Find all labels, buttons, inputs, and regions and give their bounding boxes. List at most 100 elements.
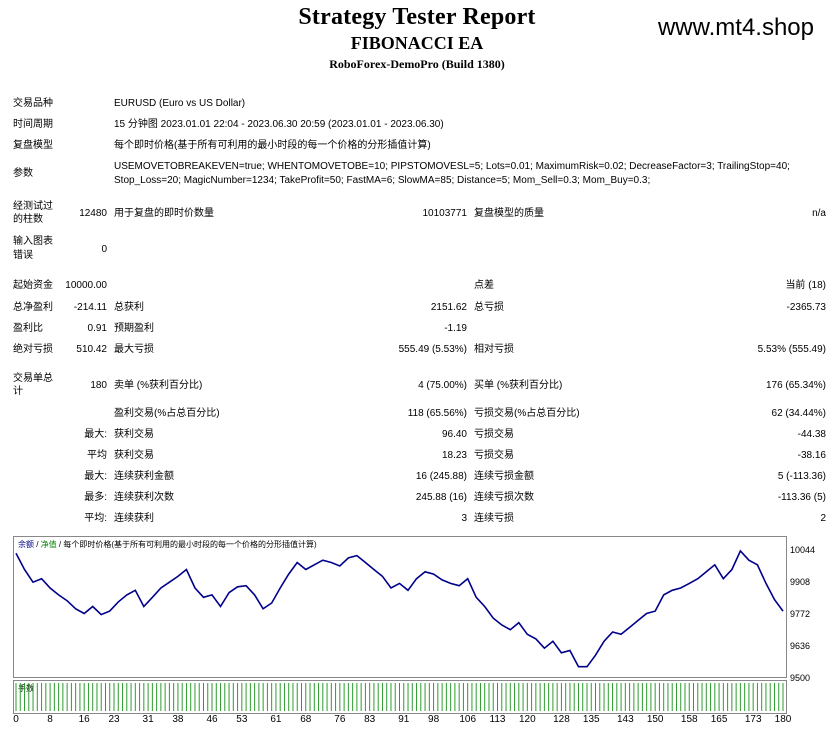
x-tick-label: 16 xyxy=(78,714,90,725)
x-tick-label: 158 xyxy=(680,714,698,725)
y-tick-label: 9772 xyxy=(790,609,811,619)
y-tick-label: 9636 xyxy=(790,641,811,651)
errors-label-1: 输入图表 xyxy=(13,236,53,247)
gross-profit-value: 2151.62 xyxy=(430,302,467,313)
ea-name: FIBONACCI EA xyxy=(350,33,484,53)
largest-profit-label: 获利交易 xyxy=(114,429,154,440)
errors-label-2: 错误 xyxy=(13,250,33,261)
volume-chart xyxy=(15,683,784,711)
ticks-label: 用于复盘的即时价数量 xyxy=(114,208,214,219)
x-tick-label: 38 xyxy=(172,714,184,725)
x-tick-label: 143 xyxy=(616,714,634,725)
params-label: 参数 xyxy=(13,168,33,179)
x-tick-label: 23 xyxy=(108,714,120,725)
x-tick-label: 98 xyxy=(428,714,440,725)
bars-value: 12480 xyxy=(79,208,107,219)
x-tick-label: 31 xyxy=(142,714,154,725)
x-tick-label: 91 xyxy=(398,714,410,725)
largest-loss-label: 亏损交易 xyxy=(474,429,514,440)
expected-payoff-value: -1.19 xyxy=(444,323,467,334)
spread-label: 点差 xyxy=(474,280,494,291)
total-trades-label-1: 交易单总 xyxy=(13,373,53,384)
x-tick-label: 61 xyxy=(270,714,282,725)
gross-loss-value: -2365.73 xyxy=(786,302,826,313)
x-tick-label: 76 xyxy=(334,714,346,725)
ticks-value: 10103771 xyxy=(422,208,468,219)
abs-drawdown-label: 绝对亏损 xyxy=(13,344,53,355)
balance-line xyxy=(15,549,784,668)
max-drawdown-value: 555.49 (5.53%) xyxy=(398,344,467,355)
y-tick-label: 9908 xyxy=(790,577,811,587)
average-profit-label: 获利交易 xyxy=(114,450,154,461)
largest-label: 最大: xyxy=(84,429,107,440)
report-title: Strategy Tester Report xyxy=(298,4,536,30)
spread-value: 当前 (18) xyxy=(785,280,826,291)
maximal-cons-profit-label: 连续获利次数 xyxy=(114,492,174,503)
x-tick-label: 173 xyxy=(744,714,762,725)
total-trades-value: 180 xyxy=(90,380,107,391)
profit-factor-value: 0.91 xyxy=(87,323,107,334)
quality-value: n/a xyxy=(812,208,826,219)
max-cons-losses-value: 5 (-113.36) xyxy=(777,471,826,482)
avg-cons-losses-value: 2 xyxy=(820,513,826,524)
x-tick-label: 68 xyxy=(300,714,312,725)
legend-equity: 净值 xyxy=(40,540,57,549)
avg-cons-label: 平均: xyxy=(84,513,107,524)
avg-cons-losses-label: 连续亏损 xyxy=(474,513,514,524)
period-label: 时间周期 xyxy=(13,119,53,130)
max-cons-wins-label: 连续获利金额 xyxy=(114,471,174,482)
x-tick-label: 8 xyxy=(47,714,53,725)
params-line-2: Stop_Loss=20; MagicNumber=1234; TakeProf… xyxy=(114,175,651,186)
y-tick-label: 9500 xyxy=(790,673,811,683)
abs-drawdown-value: 510.42 xyxy=(76,344,107,355)
average-profit-value: 18.23 xyxy=(441,450,467,461)
maximal-cons-profit-value: 245.88 (16) xyxy=(415,492,467,503)
x-tick-label: 46 xyxy=(206,714,218,725)
rel-drawdown-value: 5.53% (555.49) xyxy=(757,344,826,355)
long-positions-label: 买单 (%获利百分比) xyxy=(474,380,563,391)
x-tick-label: 135 xyxy=(582,714,600,725)
total-trades-label-2: 计 xyxy=(13,386,23,397)
short-positions-label: 卖单 (%获利百分比) xyxy=(114,380,203,391)
bars-label-1: 经测试过 xyxy=(13,201,53,212)
legend-separator-2: / xyxy=(56,540,64,549)
x-tick-label: 53 xyxy=(236,714,248,725)
errors-value: 0 xyxy=(101,244,107,255)
deposit-value: 10000.00 xyxy=(65,280,107,291)
gross-loss-label: 总亏损 xyxy=(474,302,504,313)
profit-trades-label: 盈利交易(%占总百分比) xyxy=(114,408,220,419)
symbol-label: 交易品种 xyxy=(13,98,53,109)
x-tick-label: 120 xyxy=(518,714,536,725)
max-drawdown-label: 最大亏损 xyxy=(114,344,154,355)
symbol-value: EURUSD (Euro vs US Dollar) xyxy=(114,98,246,109)
loss-trades-value: 62 (34.44%) xyxy=(771,408,826,419)
params-line-1: USEMOVETOBREAKEVEN=true; WHENTOMOVETOBE=… xyxy=(114,161,790,172)
average-loss-label: 亏损交易 xyxy=(474,450,514,461)
max-cons-label: 最大: xyxy=(84,471,107,482)
quality-label: 复盘模型的质量 xyxy=(474,208,544,219)
legend-balance: 余额 xyxy=(18,540,34,549)
x-tick-label: 150 xyxy=(646,714,664,725)
model-label: 复盘模型 xyxy=(13,140,53,151)
y-tick-label: 10044 xyxy=(790,545,816,555)
x-tick-label: 165 xyxy=(710,714,728,725)
loss-trades-label: 亏损交易(%占总百分比) xyxy=(474,408,580,419)
chart-legend: 余额 / 净值 / 每个即时价格(基于所有可利用的最小时段的每一个价格的分形插值… xyxy=(18,539,317,550)
largest-loss-value: -44.38 xyxy=(797,429,826,440)
max-cons-wins-value: 16 (245.88) xyxy=(415,471,467,482)
avg-cons-wins-value: 3 xyxy=(461,513,467,524)
bars-label-2: 的柱数 xyxy=(13,214,43,225)
x-tick-label: 128 xyxy=(553,714,570,725)
average-loss-value: -38.16 xyxy=(797,450,826,461)
maximal-cons-loss-label: 连续亏损次数 xyxy=(474,492,534,503)
net-profit-label: 总净盈利 xyxy=(13,302,53,313)
x-tick-label: 180 xyxy=(774,714,792,725)
avg-cons-wins-label: 连续获利 xyxy=(114,513,154,524)
gross-profit-label: 总获利 xyxy=(114,302,144,313)
site-watermark: www.mt4.shop xyxy=(657,14,814,41)
net-profit-value: -214.11 xyxy=(73,302,107,313)
server-name: RoboForex-DemoPro (Build 1380) xyxy=(329,57,505,71)
x-axis: 0 8 16 23 31 38 46 53 61 68 76 83 91 98 106 113 120 128 13… xyxy=(0,714,834,730)
max-cons-losses-label: 连续亏损金额 xyxy=(474,471,534,482)
long-positions-value: 176 (65.34%) xyxy=(765,380,826,391)
